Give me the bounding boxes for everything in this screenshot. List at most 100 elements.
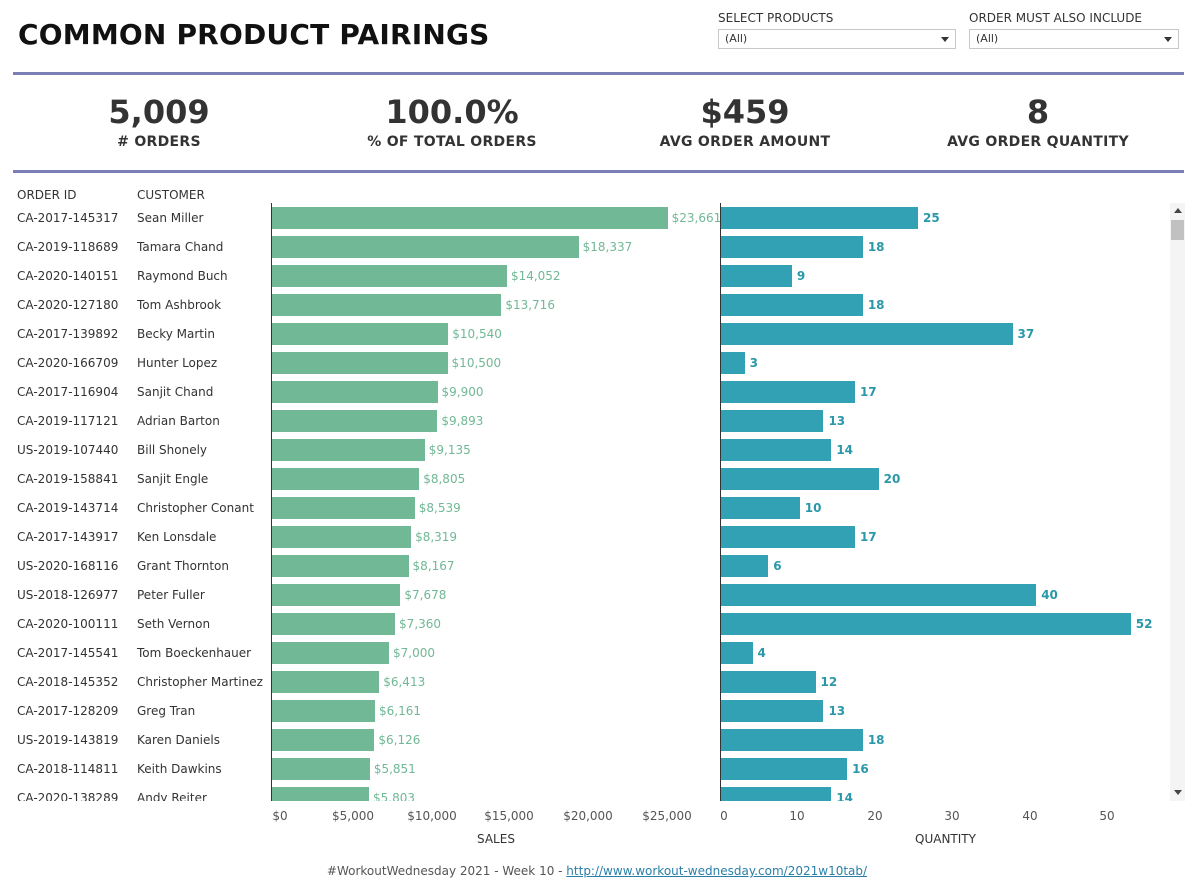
quantity-bar[interactable] xyxy=(721,439,832,461)
quantity-bar[interactable] xyxy=(721,323,1013,345)
quantity-data-label: 9 xyxy=(796,269,806,283)
customer-cell: Peter Fuller xyxy=(137,588,205,602)
sales-bar[interactable] xyxy=(272,468,420,490)
kpi-orders-label: # ORDERS xyxy=(117,134,201,150)
customer-cell: Tom Boeckenhauer xyxy=(137,646,252,660)
quantity-bar[interactable] xyxy=(721,468,879,490)
sales-bar[interactable] xyxy=(272,671,380,693)
quantity-bar[interactable] xyxy=(721,613,1131,635)
sales-data-label: $6,161 xyxy=(379,704,421,718)
quantity-bar[interactable] xyxy=(721,265,792,287)
sales-data-label: $6,413 xyxy=(383,675,426,689)
quantity-data-label: 18 xyxy=(867,733,885,747)
sales-data-label: $18,337 xyxy=(582,240,633,254)
sales-bar[interactable] xyxy=(272,236,579,258)
quantity-axis-line xyxy=(720,203,721,801)
quantity-tick-label: 40 xyxy=(1022,809,1038,823)
quantity-data-label: 37 xyxy=(1017,327,1035,341)
quantity-bar[interactable] xyxy=(721,584,1037,606)
order-id-cell: CA-2019-158841 xyxy=(17,472,119,486)
quantity-bar[interactable] xyxy=(721,642,753,664)
scroll-down-icon[interactable] xyxy=(1174,790,1182,795)
vertical-scrollbar[interactable] xyxy=(1170,203,1185,801)
quantity-axis-title: QUANTITY xyxy=(915,832,976,846)
sales-data-label: $10,540 xyxy=(452,327,502,341)
customer-cell: Raymond Buch xyxy=(137,269,228,283)
quantity-data-label: 13 xyxy=(828,414,846,428)
quantity-bar[interactable] xyxy=(721,758,848,780)
select-products-label: SELECT PRODUCTS xyxy=(718,11,834,25)
select-products-value: (All) xyxy=(725,32,748,45)
order-also-include-filter: ORDER MUST ALSO INCLUDE (All) xyxy=(969,10,1179,49)
quantity-bar[interactable] xyxy=(721,787,832,801)
footer-link[interactable]: http://www.workout-wednesday.com/2021w10… xyxy=(566,864,868,878)
chevron-down-icon xyxy=(941,37,949,42)
sales-data-label: $8,167 xyxy=(412,559,455,573)
sales-bar[interactable] xyxy=(272,526,412,548)
scroll-up-icon[interactable] xyxy=(1174,208,1182,213)
quantity-data-label: 14 xyxy=(836,791,854,801)
customer-cell: Ken Lonsdale xyxy=(137,530,217,544)
quantity-data-label: 40 xyxy=(1041,588,1058,602)
quantity-bar[interactable] xyxy=(721,497,800,519)
quantity-bar[interactable] xyxy=(721,526,855,548)
sales-data-label: $10,500 xyxy=(451,356,502,370)
select-products-dropdown[interactable]: (All) xyxy=(718,29,956,49)
quantity-bar[interactable] xyxy=(721,236,863,258)
order-id-cell: CA-2019-143714 xyxy=(17,501,119,515)
sales-data-label: $9,893 xyxy=(441,414,484,428)
quantity-bar[interactable] xyxy=(721,671,816,693)
quantity-bar[interactable] xyxy=(721,352,745,374)
quantity-data-label: 52 xyxy=(1135,617,1153,631)
sales-bar[interactable] xyxy=(272,787,370,801)
customer-cell: Karen Daniels xyxy=(137,733,220,747)
order-also-include-dropdown[interactable]: (All) xyxy=(969,29,1179,49)
customer-cell: Bill Shonely xyxy=(137,443,208,457)
customer-cell: Greg Tran xyxy=(137,704,196,718)
quantity-data-label: 25 xyxy=(923,211,940,225)
quantity-bar[interactable] xyxy=(721,410,824,432)
sales-bar[interactable] xyxy=(272,700,375,722)
sales-tick-label: $5,000 xyxy=(332,809,374,823)
sales-bar[interactable] xyxy=(272,758,370,780)
customer-cell: Adrian Barton xyxy=(137,414,220,428)
quantity-tick-label: 50 xyxy=(1099,809,1115,823)
customer-cell: Christopher Conant xyxy=(137,501,254,515)
sales-bar[interactable] xyxy=(272,642,390,664)
customer-cell: Keith Dawkins xyxy=(137,762,222,776)
sales-bar[interactable] xyxy=(272,265,507,287)
sales-bar[interactable] xyxy=(272,439,425,461)
scroll-thumb[interactable] xyxy=(1171,220,1184,240)
order-id-cell: CA-2018-114811 xyxy=(17,762,119,776)
sales-bar[interactable] xyxy=(272,555,409,577)
footer-text: #WorkoutWednesday 2021 - Week 10 - xyxy=(326,864,567,878)
sales-bar[interactable] xyxy=(272,729,375,751)
quantity-bar[interactable] xyxy=(721,207,918,229)
quantity-bar[interactable] xyxy=(721,729,863,751)
sales-bar[interactable] xyxy=(272,352,448,374)
order-id-cell: CA-2020-127180 xyxy=(17,298,119,312)
sales-data-label: $9,900 xyxy=(441,385,484,399)
sales-data-label: $9,135 xyxy=(428,443,471,457)
sales-bar[interactable] xyxy=(272,323,449,345)
sales-bar[interactable] xyxy=(272,207,668,229)
quantity-bar[interactable] xyxy=(721,381,855,403)
quantity-data-label: 18 xyxy=(867,298,885,312)
quantity-tick-label: 20 xyxy=(867,809,883,823)
quantity-bar[interactable] xyxy=(721,555,769,577)
customer-cell: Andy Reiter xyxy=(137,791,207,801)
customer-cell: Hunter Lopez xyxy=(137,356,218,370)
sales-bar[interactable] xyxy=(272,294,502,316)
sales-bar[interactable] xyxy=(272,410,438,432)
sales-bar[interactable] xyxy=(272,584,401,606)
sales-bar[interactable] xyxy=(272,497,415,519)
quantity-data-label: 13 xyxy=(828,704,846,718)
order-id-cell: CA-2020-140151 xyxy=(17,269,119,283)
quantity-bar[interactable] xyxy=(721,294,863,316)
order-id-cell: US-2020-168116 xyxy=(17,559,119,573)
customer-header: CUSTOMER xyxy=(137,188,205,202)
sales-bar[interactable] xyxy=(272,381,438,403)
quantity-bar[interactable] xyxy=(721,700,824,722)
sales-bar[interactable] xyxy=(272,613,396,635)
sales-data-label: $7,360 xyxy=(399,617,442,631)
